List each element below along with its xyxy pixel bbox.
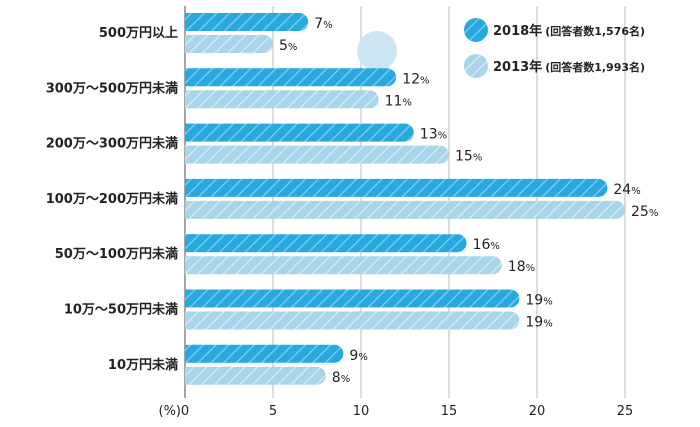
data-label: 16%	[473, 237, 500, 253]
data-value: 8	[332, 370, 341, 386]
category-label: 500万円以上	[99, 26, 178, 41]
bar-base	[185, 13, 195, 31]
bar-base	[185, 123, 195, 142]
bar-2013	[185, 256, 502, 275]
bar-2013	[185, 35, 273, 53]
x-tick-label: 5	[269, 404, 277, 419]
x-tick-label: 10	[353, 404, 370, 419]
legend: 2018年 (回答者数1,576名) 2013年 (回答者数1,993名)	[464, 18, 645, 78]
data-suffix: %	[490, 241, 500, 252]
legend-label: 2013年 (回答者数1,993名)	[493, 59, 645, 75]
data-value: 5	[279, 38, 288, 54]
x-tick-label: 0	[181, 404, 189, 419]
data-label: 8%	[332, 370, 350, 386]
data-suffix: %	[649, 208, 659, 219]
category-label: 100万～200万円未満	[46, 191, 178, 207]
decorative-circle	[357, 31, 397, 71]
legend-label: 2018年 (回答者数1,576名)	[493, 23, 645, 39]
data-value: 12	[402, 71, 420, 87]
category-label: 10万～50万円未満	[64, 302, 178, 318]
bar-2018	[185, 123, 414, 142]
data-label: 19%	[525, 293, 552, 309]
data-value: 19	[525, 315, 543, 331]
data-suffix: %	[543, 319, 553, 330]
bar-2013	[185, 145, 449, 164]
category-label: 200万～300万円未満	[46, 136, 178, 152]
data-label: 19%	[525, 315, 552, 331]
data-label: 13%	[420, 127, 447, 143]
bar-base	[185, 68, 195, 87]
data-suffix: %	[341, 374, 351, 385]
legend-year: 2013年	[493, 59, 542, 75]
data-suffix: %	[402, 97, 412, 108]
bar-2013	[185, 90, 379, 109]
data-label: 12%	[402, 71, 429, 87]
bar-2018	[185, 68, 397, 87]
bar-base	[185, 90, 195, 109]
bars-group: 7%5%12%11%13%15%24%25%16%18%19%19%9%8%	[185, 13, 658, 386]
bar-base	[185, 145, 195, 164]
x-tick-label: 20	[529, 404, 546, 419]
data-value: 7	[314, 16, 323, 32]
bar-base	[185, 200, 195, 219]
category-label: 10万円未満	[108, 357, 178, 373]
data-label: 18%	[508, 259, 535, 275]
legend-swatch-2013	[464, 54, 488, 78]
data-suffix: %	[358, 352, 368, 363]
data-value: 24	[613, 182, 631, 198]
data-suffix: %	[323, 20, 333, 31]
bar-2013	[185, 366, 326, 385]
x-tick-label: 15	[441, 404, 458, 419]
bar-base	[185, 234, 195, 253]
data-label: 7%	[314, 16, 332, 32]
category-labels: 500万円以上 300万～500万円未満 200万～300万円未満 100万～200万…	[46, 26, 178, 373]
bar-base	[185, 35, 195, 53]
bar-base	[185, 289, 195, 308]
data-label: 25%	[631, 204, 658, 220]
x-axis-unit-label: (%)	[159, 404, 182, 419]
category-label: 300万～500万円未満	[46, 80, 178, 96]
data-suffix: %	[543, 297, 553, 308]
data-suffix: %	[438, 131, 448, 142]
legend-year: 2018年	[493, 23, 542, 39]
bar-base	[185, 344, 195, 363]
legend-note: (回答者数1,576名)	[545, 24, 645, 38]
data-suffix: %	[631, 186, 641, 197]
data-value: 15	[455, 149, 473, 165]
x-tick-label: 25	[617, 404, 634, 419]
bar-2018	[185, 178, 608, 197]
data-label: 9%	[349, 348, 367, 364]
data-value: 9	[349, 348, 358, 364]
legend-swatch-2018	[464, 18, 488, 42]
data-value: 25	[631, 204, 649, 220]
bar-2018	[185, 13, 309, 31]
data-value: 13	[420, 127, 438, 143]
bar-2018	[185, 344, 344, 363]
data-suffix: %	[473, 153, 483, 164]
data-suffix: %	[420, 75, 430, 86]
data-value: 18	[508, 259, 526, 275]
bar-base	[185, 256, 195, 275]
bar-2013	[185, 311, 520, 330]
data-suffix: %	[288, 42, 298, 53]
data-label: 11%	[385, 93, 412, 109]
bar-2018	[185, 289, 520, 308]
bar-base	[185, 366, 195, 385]
data-label: 15%	[455, 149, 482, 165]
data-label: 24%	[613, 182, 640, 198]
bar-2013	[185, 200, 625, 219]
category-label: 50万～100万円未満	[55, 246, 178, 262]
data-value: 16	[473, 237, 491, 253]
legend-note: (回答者数1,993名)	[545, 60, 645, 74]
bar-base	[185, 311, 195, 330]
x-axis-ticks: (%) 0 5 10 15 20 25	[159, 404, 634, 419]
data-value: 19	[525, 293, 543, 309]
data-value: 11	[385, 93, 403, 109]
bar-base	[185, 178, 195, 197]
bar-2018	[185, 234, 467, 253]
data-label: 5%	[279, 38, 297, 54]
data-suffix: %	[526, 263, 536, 274]
